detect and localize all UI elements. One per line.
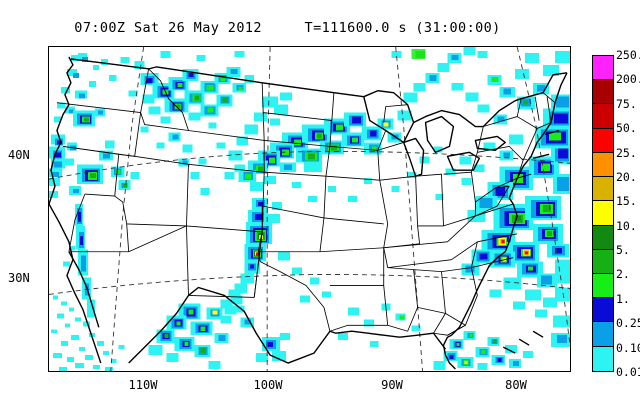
precipitation-field: [49, 47, 570, 371]
longitude-80w: [516, 47, 570, 346]
graticule: [49, 47, 570, 371]
precip-upper-midwest: [238, 110, 412, 192]
colorbar-band-7: [593, 225, 613, 250]
colorbar-tick-10: 1.: [616, 291, 630, 306]
precip-florida: [433, 331, 534, 371]
coastlines: [49, 56, 568, 370]
precip-south-texas: [256, 333, 291, 363]
colorbar-tick-12: 0.10: [616, 340, 640, 355]
precip-great-basin: [68, 140, 140, 196]
precip-west-texas: [148, 289, 255, 370]
precip-oregon-idaho: [72, 108, 105, 127]
colorbar-tick-4: 25.: [616, 145, 637, 160]
colorbar: [592, 55, 614, 372]
colorbar-tick-0: 250.: [616, 48, 640, 62]
colorbar-tick-7: 10.: [616, 218, 637, 233]
xtick-110w: 110W: [128, 378, 158, 392]
colorbar-tick-3: 50.: [616, 121, 637, 136]
colorbar-band-2: [593, 104, 613, 129]
colorbar-band-4: [593, 152, 613, 178]
colorbar-tick-6: 15.: [616, 194, 637, 209]
longitude-90w: [395, 47, 424, 371]
colorbar-tick-5: 20.: [616, 169, 637, 184]
colorbar-band-6: [593, 201, 613, 226]
state-boundaries: [56, 58, 568, 364]
xtick-80w: 80W: [505, 378, 527, 392]
map-canvas: [49, 47, 570, 371]
colorbar-band-10: [593, 298, 613, 323]
colorbar-band-0: [593, 56, 613, 81]
latitude-30n: [49, 274, 570, 295]
colorbar-tick-13: 0.01: [616, 365, 640, 379]
colorbar-tick-8: 5.: [616, 243, 630, 258]
colorbar-band-12: [593, 346, 613, 371]
xtick-100w: 100W: [253, 378, 283, 392]
colorbar-tick-labels: 250. 200. 75. 50. 25. 20. 15. 10. 5. 2. 1. 0.25 0.10…: [616, 48, 640, 379]
colorbar-tick-9: 2.: [616, 267, 630, 282]
map-plot-area: [48, 46, 571, 372]
colorbar-band-5: [593, 177, 613, 202]
xtick-90w: 90W: [381, 378, 403, 392]
colorbar-band-8: [593, 249, 613, 274]
colorbar-tick-11: 0.25: [616, 316, 640, 331]
colorbar-band-11: [593, 322, 613, 347]
precip-central-rockies: [156, 132, 210, 196]
precip-pacific-northwest: [53, 52, 108, 123]
colorbar-tick-2: 75.: [616, 96, 637, 111]
longitude-100w: [266, 47, 271, 371]
latitude-40n: [49, 150, 570, 180]
precip-northern-rockies: [134, 60, 255, 124]
colorbar-band-9: [593, 273, 613, 299]
colorbar-tick-1: 200.: [616, 72, 640, 87]
precip-southern-plains: [278, 251, 331, 303]
precip-ontario-border: [391, 47, 488, 103]
ytick-30n: 30N: [8, 271, 30, 285]
longitude-110w: [110, 47, 145, 371]
colorbar-band-1: [593, 80, 613, 105]
colorbar-band-3: [593, 128, 613, 153]
ytick-40n: 40N: [8, 148, 30, 162]
figure-title: 07:00Z Sat 26 May 2012 T=111600.0 s (31:…: [74, 20, 501, 36]
precip-misc-speckle: [108, 50, 444, 203]
